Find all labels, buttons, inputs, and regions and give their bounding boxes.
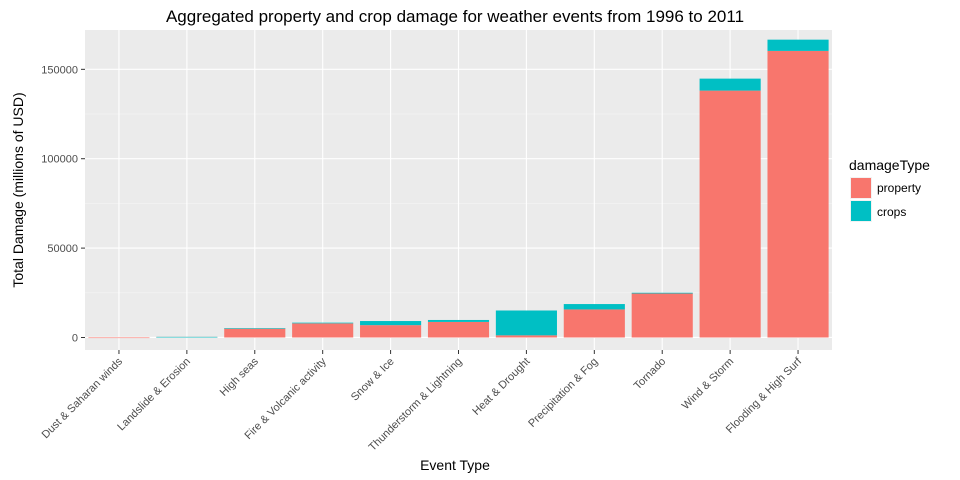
bar-crops xyxy=(563,304,625,310)
bar-crops xyxy=(292,322,354,324)
y-axis-ticks: 0 50000 100000 150000 xyxy=(41,64,85,344)
legend-title: damageType xyxy=(849,157,930,173)
bar-property xyxy=(699,90,761,338)
chart-title: Aggregated property and crop damage for … xyxy=(166,7,744,26)
bar-property xyxy=(360,325,422,338)
legend-key-crops xyxy=(851,201,871,221)
bar-crops xyxy=(427,319,490,322)
bar-crops xyxy=(224,328,286,329)
bar-property xyxy=(427,321,490,338)
bar-crops xyxy=(631,292,693,294)
legend-key-property xyxy=(851,178,871,198)
legend-label-crops: crops xyxy=(877,205,906,219)
bar-property xyxy=(495,335,557,338)
y-tick-label: 100000 xyxy=(41,154,78,166)
x-axis-title: Event Type xyxy=(420,457,490,473)
bar-crops xyxy=(495,310,557,336)
bar-crops xyxy=(699,78,761,91)
bar-property xyxy=(292,323,354,338)
bar-crops xyxy=(360,321,422,326)
y-tick-label: 50000 xyxy=(47,243,78,255)
bar-property xyxy=(224,328,286,338)
y-tick-label: 150000 xyxy=(41,64,78,76)
y-tick-label: 0 xyxy=(72,332,78,344)
bar-property xyxy=(563,309,625,338)
bars-group xyxy=(88,39,829,339)
bar-crops xyxy=(156,336,218,338)
bar-property xyxy=(631,293,693,338)
bar-property xyxy=(88,337,150,339)
legend-label-property: property xyxy=(877,181,921,195)
y-axis-title: Total Damage (millions of USD) xyxy=(10,92,26,287)
bar-property xyxy=(767,50,829,338)
legend: damageType property crops xyxy=(849,157,930,222)
bar-crops xyxy=(767,39,829,51)
